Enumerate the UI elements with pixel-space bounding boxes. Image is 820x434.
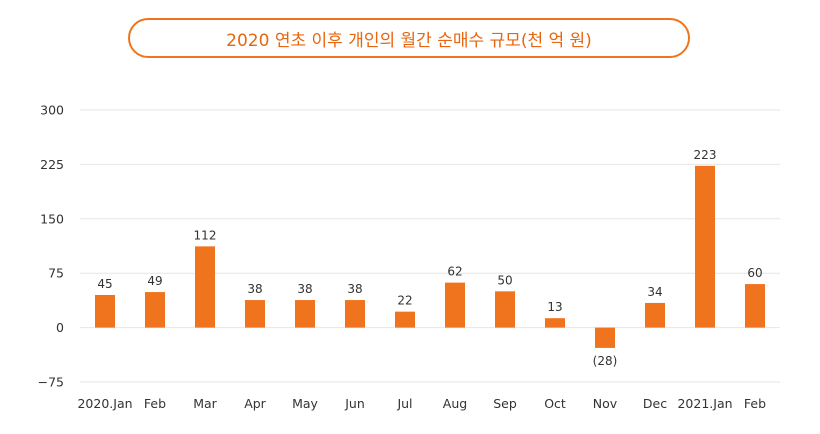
bar — [145, 292, 165, 328]
chart-title: 2020 연초 이후 개인의 월간 순매수 규모(천 억 원) — [128, 18, 690, 58]
x-tick-label: Sep — [493, 396, 517, 411]
bar — [195, 246, 215, 328]
y-tick-label: 0 — [56, 320, 64, 335]
bar — [95, 294, 115, 328]
data-label: 22 — [397, 294, 412, 308]
x-tick-label: Jul — [396, 396, 412, 411]
y-tick-label: 300 — [40, 103, 64, 118]
bar — [495, 291, 515, 328]
y-tick-label: −75 — [38, 375, 64, 390]
x-tick-label: Feb — [744, 396, 766, 411]
data-label: 34 — [647, 285, 662, 299]
data-label: 45 — [97, 277, 112, 291]
data-label: (28) — [593, 354, 618, 368]
x-tick-label: May — [292, 396, 318, 411]
data-label: 38 — [347, 282, 362, 296]
x-tick-label: Jun — [344, 396, 365, 411]
bar — [395, 311, 415, 328]
data-label: 49 — [147, 274, 162, 288]
y-tick-label: 150 — [40, 211, 64, 226]
x-tick-label: Oct — [544, 396, 566, 411]
bar — [345, 300, 365, 328]
data-label: 62 — [447, 265, 462, 279]
bar — [295, 300, 315, 328]
data-label: 60 — [747, 266, 762, 280]
x-tick-label: 2021.Jan — [677, 396, 732, 411]
bar — [545, 318, 565, 328]
x-tick-label: Aug — [443, 396, 467, 411]
bar — [745, 284, 765, 328]
x-tick-label: Apr — [244, 396, 266, 411]
x-tick-label: Feb — [144, 396, 166, 411]
y-tick-label: 75 — [48, 266, 64, 281]
bar — [595, 327, 615, 348]
bar — [645, 302, 665, 328]
data-label: 38 — [247, 282, 262, 296]
data-label: 50 — [497, 273, 512, 287]
x-tick-label: Mar — [193, 396, 217, 411]
x-tick-label: 2020.Jan — [77, 396, 132, 411]
bar — [245, 300, 265, 328]
data-label: 112 — [194, 228, 217, 242]
data-label: 223 — [694, 148, 717, 162]
bar — [445, 282, 465, 328]
bar — [695, 165, 715, 328]
data-label: 38 — [297, 282, 312, 296]
x-tick-label: Dec — [643, 396, 667, 411]
x-tick-label: Nov — [593, 396, 618, 411]
y-tick-label: 225 — [40, 157, 64, 172]
data-label: 13 — [547, 300, 562, 314]
